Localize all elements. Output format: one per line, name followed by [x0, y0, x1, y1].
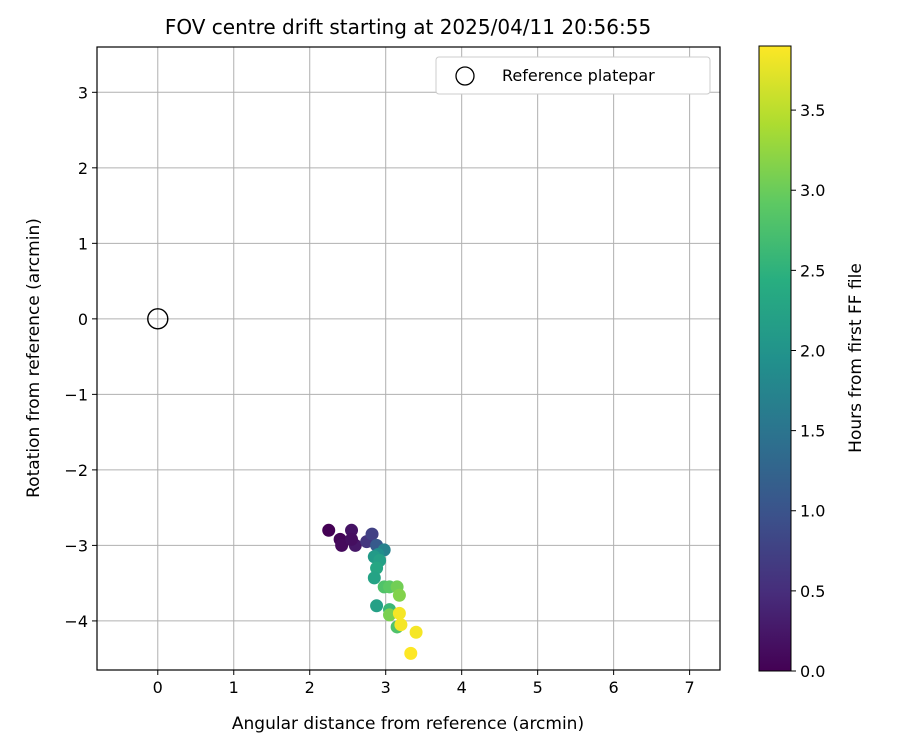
- x-tick-label: 1: [229, 678, 239, 697]
- data-point: [322, 523, 336, 537]
- data-point: [404, 646, 418, 660]
- colorbar: 0.0 0.5 1.0 1.5 2.0 2.5 3.0 3.5 Hours from firs…: [758, 45, 866, 681]
- data-point: [335, 538, 349, 552]
- legend-box: [435, 56, 711, 95]
- colorbar-tick-label: 0.5: [800, 582, 825, 601]
- plot-frame: [96, 46, 721, 671]
- x-tick-label: 3: [381, 678, 391, 697]
- y-tick-label: −1: [64, 385, 88, 404]
- reference-platepar-point: [147, 308, 169, 330]
- data-point: [365, 527, 379, 541]
- colorbar-tick-label: 3.5: [800, 101, 825, 120]
- data-point: [345, 532, 359, 546]
- x-tick-label: 4: [457, 678, 467, 697]
- reference-marker: [147, 308, 169, 330]
- colorbar-gradient: [758, 45, 792, 672]
- y-tick-label: 1: [78, 234, 88, 253]
- data-points: [322, 523, 423, 660]
- y-axis-label: Rotation from reference (arcmin): [24, 218, 44, 498]
- legend: Reference platepar: [435, 56, 711, 95]
- data-point: [370, 561, 384, 575]
- colorbar-ticks: 0.0 0.5 1.0 1.5 2.0 2.5 3.0 3.5: [791, 101, 825, 681]
- data-point: [409, 625, 423, 639]
- legend-label: Reference platepar: [502, 66, 655, 85]
- x-axis-label: Angular distance from reference (arcmin): [232, 714, 584, 734]
- y-tick-label: −4: [64, 612, 88, 631]
- colorbar-tick-label: 2.5: [800, 261, 825, 280]
- legend-marker: [455, 66, 475, 86]
- x-tick-label: 5: [533, 678, 543, 697]
- x-tick-label: 7: [685, 678, 695, 697]
- x-axis-ticks: 0 1 2 3 4 5 6 7: [153, 670, 695, 697]
- y-tick-label: −2: [64, 461, 88, 480]
- colorbar-tick-label: 1.0: [800, 502, 825, 521]
- x-tick-label: 0: [153, 678, 163, 697]
- x-tick-label: 2: [305, 678, 315, 697]
- colorbar-tick-label: 1.5: [800, 422, 825, 441]
- y-tick-label: −3: [64, 536, 88, 555]
- y-tick-label: 0: [78, 310, 88, 329]
- data-point: [367, 571, 381, 585]
- data-point: [392, 606, 406, 620]
- data-point: [370, 599, 384, 613]
- y-axis-ticks: −4 −3 −2 −1 0 1 2 3: [64, 83, 97, 631]
- data-point: [394, 618, 408, 632]
- colorbar-tick-label: 0.0: [800, 662, 825, 681]
- data-point: [345, 523, 359, 537]
- grid-lines: [97, 47, 720, 670]
- y-tick-label: 3: [78, 83, 88, 102]
- chart-title: FOV centre drift starting at 2025/04/11 …: [165, 15, 651, 39]
- colorbar-label: Hours from first FF file: [846, 263, 866, 453]
- x-tick-label: 6: [609, 678, 619, 697]
- data-point: [383, 608, 397, 622]
- data-point: [392, 588, 406, 602]
- colorbar-tick-label: 2.0: [800, 341, 825, 360]
- colorbar-tick-label: 3.0: [800, 181, 825, 200]
- y-tick-label: 2: [78, 159, 88, 178]
